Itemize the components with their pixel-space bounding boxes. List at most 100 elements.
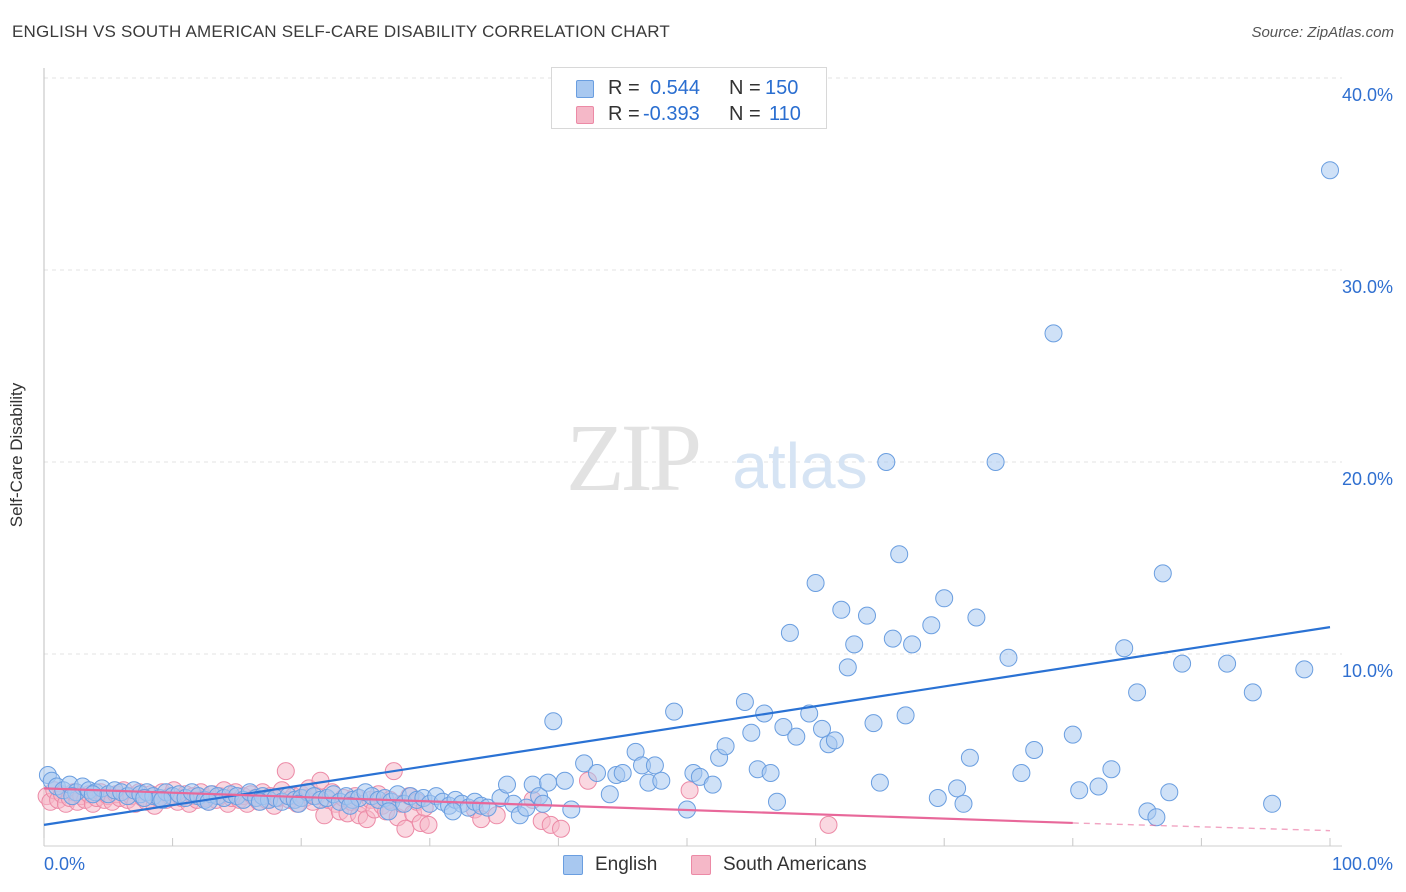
english-point: [1089, 777, 1108, 796]
stats-legend: R = 0.544 N = 150 R = -0.393 N = 110: [551, 67, 827, 129]
english-point: [768, 792, 786, 811]
english-point: [1012, 764, 1031, 782]
english-point: [948, 779, 967, 798]
n-value: 110: [769, 103, 801, 125]
english-point: [379, 802, 398, 821]
english-point: [742, 723, 761, 742]
english-point: [1147, 808, 1166, 827]
english-point: [1102, 760, 1121, 779]
english-point: [960, 748, 979, 767]
english-point: [1044, 324, 1063, 343]
english-point: [539, 773, 558, 792]
y-tick-label: 10.0%: [1342, 661, 1393, 681]
legend-row-south-americans: R = -0.393 N = 110: [552, 101, 826, 127]
south-americans-point: [819, 815, 838, 834]
legend-swatch-english: [563, 855, 583, 875]
r-value: -0.393: [643, 103, 700, 125]
english-point: [858, 606, 876, 625]
legend-swatch-south-americans: [691, 855, 711, 875]
english-point: [544, 712, 563, 731]
n-value: 150: [765, 77, 799, 99]
english-point: [999, 648, 1018, 667]
english-point: [1128, 683, 1147, 702]
source-credit: Source: ZipAtlas.com: [1251, 24, 1394, 41]
y-tick-label: 20.0%: [1342, 469, 1393, 489]
english-point: [774, 718, 793, 736]
english-point: [341, 796, 360, 815]
y-tick-label: 40.0%: [1342, 85, 1393, 105]
english-point: [498, 775, 516, 794]
legend-swatch-english: [576, 80, 594, 98]
south-americans-point: [552, 819, 570, 838]
english-point: [928, 789, 947, 807]
english-point: [562, 800, 581, 819]
english-trend-line: [43, 626, 1331, 826]
legend-label-english: English: [595, 854, 658, 875]
english-point: [555, 771, 574, 790]
english-point: [896, 706, 915, 725]
english-point: [575, 754, 594, 773]
english-point: [63, 787, 82, 806]
english-point: [1115, 639, 1134, 658]
south-americans-trend-line: [43, 787, 1073, 825]
x-tick-label-max: 100.0%: [1332, 854, 1393, 874]
south-americans-trend-extension: [1072, 822, 1331, 832]
english-point: [534, 794, 552, 813]
english-point: [832, 600, 851, 619]
english-point: [845, 635, 864, 654]
english-point: [703, 775, 722, 794]
english-point: [761, 764, 780, 782]
chart-title: ENGLISH VS SOUTH AMERICAN SELF-CARE DISA…: [12, 22, 670, 41]
english-point: [645, 756, 664, 775]
english-point: [813, 719, 831, 738]
english-point: [1321, 161, 1339, 180]
english-point: [787, 727, 806, 746]
english-point: [735, 693, 754, 711]
english-point: [800, 704, 819, 723]
south-americans-point: [419, 815, 438, 834]
n-label: N =: [729, 77, 761, 99]
english-point: [903, 635, 922, 654]
english-point: [806, 574, 825, 592]
english-point: [883, 629, 902, 648]
english-point: [199, 792, 218, 811]
x-tick-labels: 0.0% 100.0%: [44, 854, 1393, 874]
english-point: [870, 773, 889, 792]
grid-lines: [44, 77, 1342, 655]
english-point: [1160, 783, 1179, 802]
y-axis-label: Self-Care Disability: [7, 382, 26, 528]
english-point: [443, 802, 462, 821]
english-point: [135, 789, 154, 807]
english-point: [864, 714, 883, 733]
south-americans-point: [680, 781, 699, 800]
x-tick-label-min: 0.0%: [44, 854, 85, 874]
x-ticks: [43, 838, 1331, 846]
r-label: R =: [608, 77, 640, 99]
english-point: [289, 794, 308, 813]
legend-row-english: R = 0.544 N = 150: [552, 75, 826, 101]
south-americans-point: [276, 762, 295, 781]
english-point: [1153, 564, 1172, 583]
english-point: [877, 453, 896, 471]
english-point: [967, 608, 986, 627]
english-point: [986, 453, 1005, 471]
english-point: [83, 785, 102, 804]
english-point: [1025, 741, 1044, 759]
english-point: [780, 623, 799, 642]
english-point: [825, 731, 844, 750]
english-point: [935, 589, 954, 608]
english-point: [1063, 725, 1082, 744]
axes: [43, 68, 1342, 847]
english-point: [1173, 654, 1192, 673]
legend-swatch-south-americans: [576, 106, 594, 124]
english-point: [652, 771, 671, 790]
y-tick-label: 30.0%: [1342, 277, 1393, 297]
r-value: 0.544: [650, 77, 701, 99]
english-point: [716, 737, 735, 756]
english-point: [1295, 660, 1314, 679]
legend-label-south-americans: South Americans: [723, 854, 867, 875]
series-legend: English South Americans: [0, 850, 1406, 880]
y-tick-labels: 10.0% 20.0% 30.0% 40.0%: [1342, 85, 1393, 681]
english-point: [588, 764, 606, 782]
